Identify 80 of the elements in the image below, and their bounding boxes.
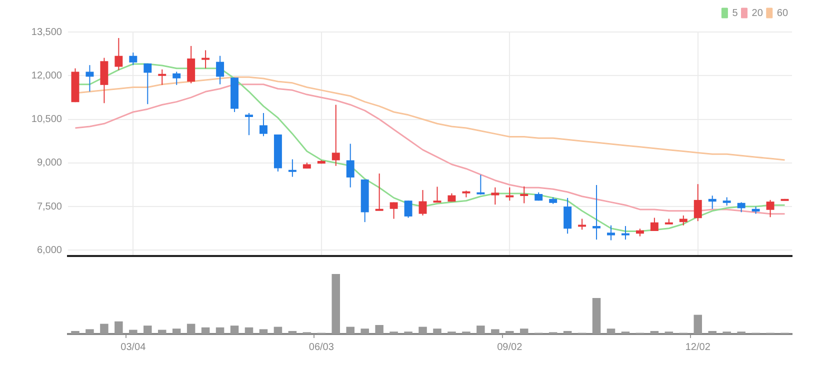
- candlestick: [650, 217, 658, 232]
- bar: [563, 331, 572, 334]
- bar: [158, 330, 166, 334]
- legend-label: 60: [776, 8, 788, 19]
- y-tick-label: 12,000: [31, 70, 62, 82]
- candlestick: [245, 112, 253, 136]
- candlestick: [476, 174, 485, 196]
- candlestick: [216, 55, 224, 85]
- legend-label: 20: [752, 8, 764, 19]
- candlestick: [86, 64, 94, 92]
- y-tick-label: 9,000: [36, 158, 62, 169]
- candlestick: [737, 202, 746, 213]
- bar: [476, 326, 485, 334]
- bar: [606, 328, 616, 334]
- candlestick: [390, 202, 398, 220]
- bar: [274, 326, 282, 334]
- candlestick: [288, 158, 296, 178]
- bar: [230, 326, 239, 334]
- bar: [694, 314, 702, 334]
- bar: [114, 321, 123, 334]
- candlestick: [260, 112, 268, 137]
- bar: [708, 331, 716, 334]
- bar: [346, 326, 354, 334]
- candlestick: [433, 186, 442, 203]
- bar: [129, 330, 138, 334]
- candlestick: [491, 186, 500, 206]
- bar: [144, 326, 152, 334]
- bar: [650, 331, 659, 334]
- candlestick: [694, 184, 702, 222]
- candlestick: [144, 62, 152, 105]
- candlestick: [100, 57, 108, 104]
- candlestick: [346, 143, 354, 188]
- candlestick: [187, 45, 196, 84]
- candlestick: [375, 173, 384, 212]
- bar: [360, 328, 369, 334]
- bar: [201, 327, 210, 334]
- candlestick: [202, 50, 210, 69]
- candlestick: [114, 38, 123, 71]
- candlestick: [158, 68, 166, 86]
- candlestick: [520, 186, 528, 204]
- bar: [186, 324, 196, 334]
- candlestick: [592, 184, 600, 240]
- candlestick: [578, 218, 586, 230]
- y-tick-label: 13,500: [31, 26, 62, 38]
- candlestick: [607, 224, 615, 241]
- x-tick-label: 09/02: [497, 342, 523, 353]
- candlestick: [708, 195, 716, 210]
- bar: [244, 327, 254, 334]
- x-tick-label: 12/02: [685, 342, 711, 353]
- candlestick: [679, 214, 688, 226]
- bar: [172, 328, 181, 334]
- bar: [418, 326, 427, 334]
- bar: [491, 329, 500, 334]
- candlestick: [404, 200, 412, 218]
- x-tick-label: 03/04: [120, 342, 146, 353]
- bar: [288, 331, 297, 334]
- bar: [506, 331, 514, 334]
- legend-label: 5: [732, 8, 738, 19]
- bar: [71, 331, 80, 334]
- bar: [592, 298, 601, 334]
- candlestick: [418, 190, 427, 216]
- bar: [216, 327, 224, 334]
- bar: [259, 329, 268, 334]
- y-tick-label: 6,000: [36, 244, 62, 256]
- x-tick-label: 06/03: [308, 342, 334, 353]
- bar: [332, 274, 340, 334]
- candlestick: [172, 71, 181, 86]
- y-tick-label: 10,500: [31, 114, 62, 126]
- bar: [520, 328, 528, 334]
- candlestick: [506, 186, 514, 202]
- candlestick: [332, 104, 340, 166]
- candlestick: [622, 226, 630, 240]
- bar: [86, 329, 94, 334]
- bar: [100, 324, 108, 334]
- bar: [433, 328, 442, 334]
- y-tick-label: 7,500: [36, 201, 62, 212]
- candlestick: [129, 52, 138, 66]
- bar: [375, 325, 384, 334]
- candlestick: [564, 197, 572, 234]
- candlestick: [766, 199, 774, 218]
